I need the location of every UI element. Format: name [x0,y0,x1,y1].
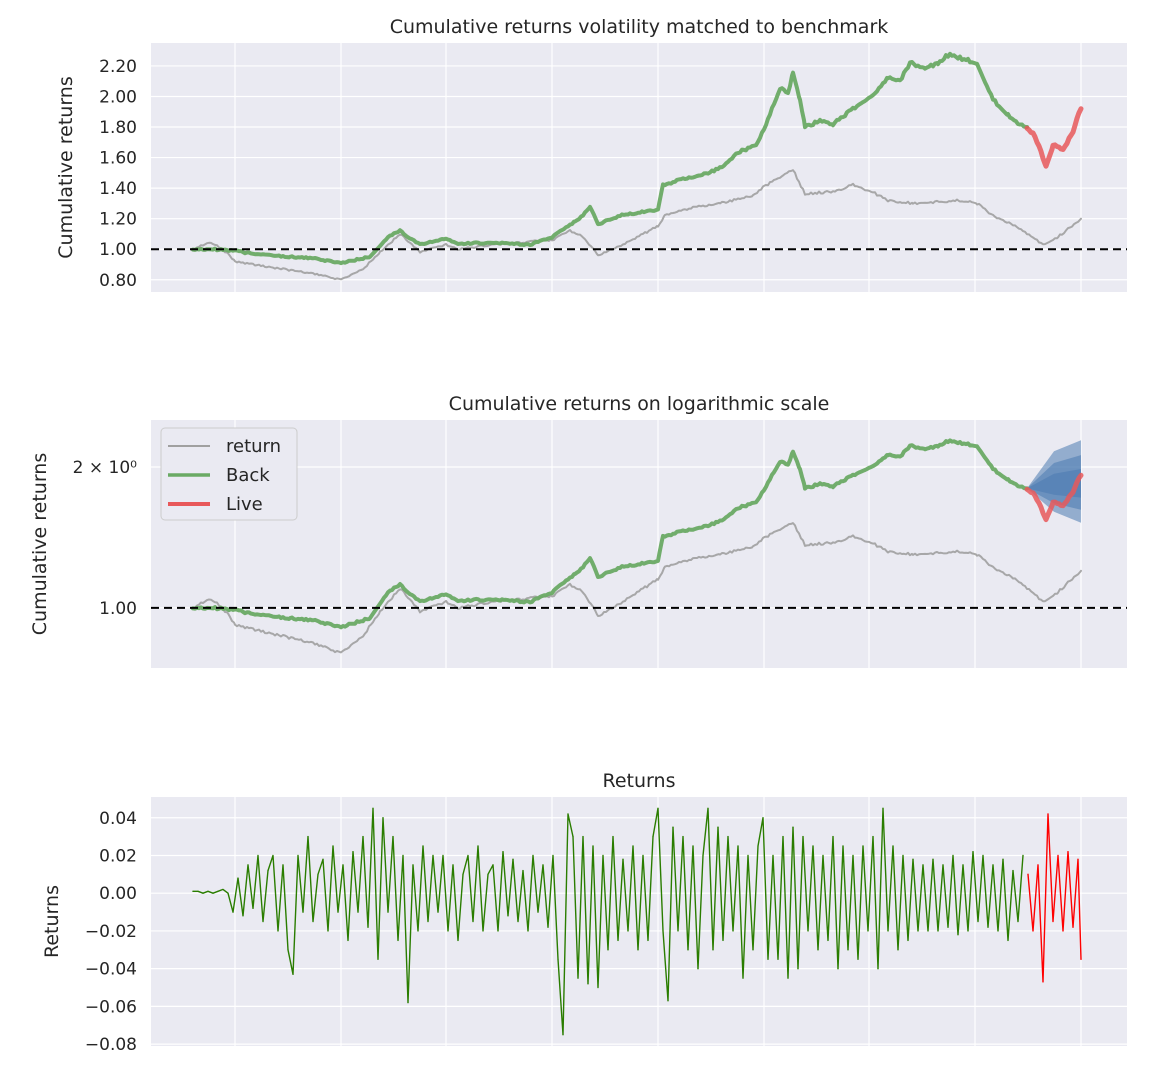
panel-1: 0.80 1.00 1.20 1.40 1.60 1.80 2.00 2.20 Cumulati… [55,16,1127,292]
y-tick-label: 2.00 [99,87,137,107]
series-line-back [191,51,1029,266]
y-tick-label: 0.02 [99,846,137,866]
plot-background [151,420,1127,668]
y-tick-label: 1.20 [99,210,137,230]
y-tick-label: 2 × 10⁰ [73,458,137,478]
y-tick-label: 0.00 [99,884,137,904]
y-tick-label: 2.20 [99,57,137,77]
legend-box [160,427,298,521]
y-tick-label: 0.80 [99,271,137,291]
legend-label-live: Live [226,494,263,515]
y-tick-label: −0.02 [85,922,137,942]
y-tick-label: 1.60 [99,149,137,169]
returns-line-live [1027,813,1082,983]
y-axis-label: Returns [41,885,63,958]
series-line-return [192,169,1082,281]
chart-title: Returns [603,770,676,792]
y-tick-label: 1.00 [99,240,137,260]
y-tick-label: 1.80 [99,118,137,138]
y-tick-label: 1.40 [99,179,137,199]
y-tick-label: −0.08 [85,1035,137,1055]
series-line-live [1024,106,1084,169]
legend-label-return: return [226,436,281,457]
forecast-cone-band-3 [1027,469,1081,498]
panel-2: 1.00 2 × 10⁰ Cumulative returns on logarit… [29,393,1127,668]
panel-3: −0.08 −0.06 −0.04 −0.02 0.00 0.02 0.04 Returns R… [41,770,1127,1055]
legend: return Back Live [160,427,298,521]
y-tick-label: 1.00 [99,599,137,619]
plot-background [151,43,1127,292]
series-line-back [191,438,1029,630]
y-tick-label: −0.04 [85,960,137,980]
y-axis-label: Cumulative returns [55,76,77,258]
legend-label-back: Back [226,465,270,486]
y-tick-label: 0.04 [99,809,137,829]
series-line-live [1024,472,1084,523]
y-tick-label: −0.06 [85,997,137,1017]
y-axis-label: Cumulative returns [29,453,51,635]
chart-title: Cumulative returns on logarithmic scale [449,393,830,415]
returns-line-back [192,807,1024,1036]
chart-title: Cumulative returns volatility matched to… [390,16,889,38]
series-line-return [192,522,1082,654]
